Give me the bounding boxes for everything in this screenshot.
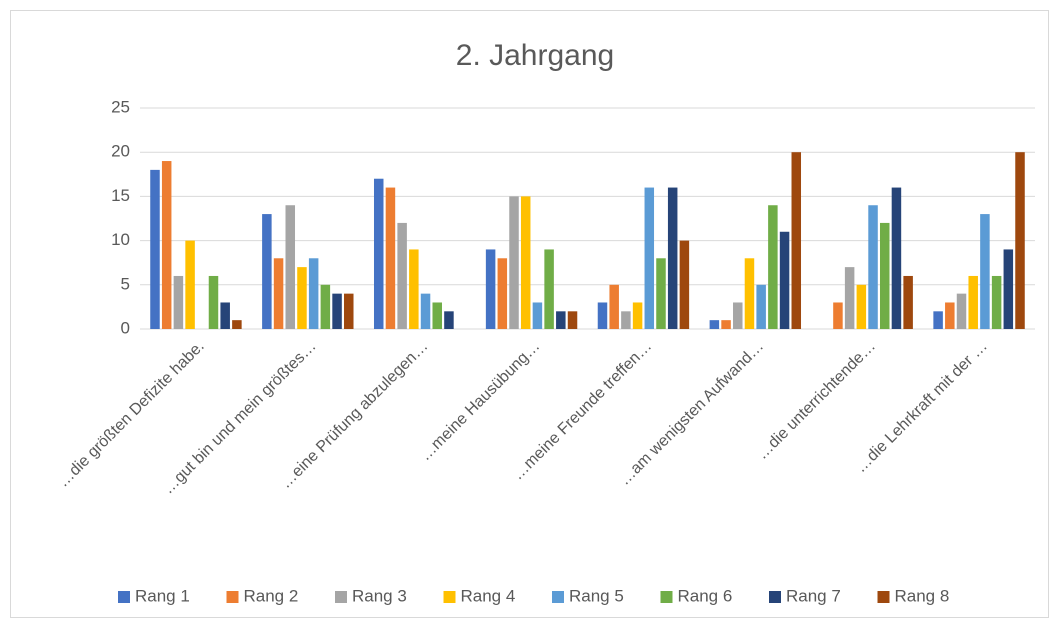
legend-label: Rang 8 bbox=[895, 586, 950, 605]
bar bbox=[232, 320, 242, 329]
bar bbox=[768, 205, 778, 329]
bar bbox=[756, 284, 766, 329]
bar bbox=[485, 249, 496, 329]
bar bbox=[520, 196, 531, 329]
legend-label: Rang 2 bbox=[244, 586, 299, 605]
bar bbox=[856, 284, 867, 329]
bar bbox=[868, 205, 878, 329]
bar bbox=[297, 267, 307, 329]
bar bbox=[621, 311, 631, 329]
bar bbox=[609, 284, 619, 329]
bar bbox=[432, 302, 442, 329]
bar bbox=[744, 258, 755, 329]
legend-label: Rang 3 bbox=[352, 586, 407, 605]
bar bbox=[385, 187, 396, 329]
bar bbox=[208, 275, 219, 329]
bar bbox=[721, 320, 731, 329]
chart-title: 2. Jahrgang bbox=[456, 39, 614, 72]
legend-label: Rang 4 bbox=[461, 586, 516, 605]
y-tick-label: 0 bbox=[121, 318, 130, 337]
bar bbox=[945, 302, 955, 329]
legend-label: Rang 7 bbox=[786, 586, 841, 605]
bar bbox=[150, 169, 160, 329]
bar bbox=[556, 311, 566, 329]
y-tick-label: 5 bbox=[121, 274, 130, 293]
bar bbox=[220, 302, 230, 329]
bar bbox=[667, 187, 678, 329]
bar bbox=[273, 258, 284, 329]
bar bbox=[173, 275, 184, 329]
bar bbox=[903, 275, 913, 329]
bar bbox=[544, 249, 554, 329]
bar bbox=[991, 275, 1002, 329]
y-tick-label: 25 bbox=[111, 97, 130, 116]
bar bbox=[567, 311, 578, 329]
bar bbox=[980, 214, 990, 329]
bar bbox=[320, 284, 331, 329]
bar bbox=[373, 178, 384, 329]
legend-label: Rang 1 bbox=[135, 586, 190, 605]
bar bbox=[968, 275, 978, 329]
bar bbox=[397, 222, 407, 329]
y-tick-label: 20 bbox=[111, 142, 130, 161]
legend-swatch bbox=[335, 591, 347, 603]
bar bbox=[262, 214, 272, 329]
bar bbox=[956, 293, 967, 329]
bar bbox=[344, 293, 354, 329]
legend-swatch bbox=[660, 591, 673, 603]
bar bbox=[844, 267, 855, 329]
bar bbox=[709, 320, 720, 329]
bar bbox=[332, 293, 342, 329]
legend-label: Rang 5 bbox=[569, 586, 624, 605]
bar bbox=[1015, 152, 1025, 329]
bar bbox=[420, 293, 431, 329]
y-tick-label: 15 bbox=[111, 186, 130, 205]
bar bbox=[409, 249, 419, 329]
bar bbox=[497, 258, 508, 329]
bar bbox=[161, 161, 172, 329]
bar bbox=[532, 302, 543, 329]
bar bbox=[656, 258, 666, 329]
bar bbox=[1003, 249, 1014, 329]
legend-swatch bbox=[552, 591, 564, 603]
bar bbox=[509, 196, 519, 329]
bar bbox=[779, 231, 790, 329]
bar bbox=[644, 187, 655, 329]
bar bbox=[285, 205, 296, 329]
bar bbox=[791, 152, 802, 329]
bar bbox=[597, 302, 608, 329]
legend-swatch bbox=[226, 591, 239, 603]
bar bbox=[891, 187, 902, 329]
bar bbox=[185, 240, 195, 329]
bar bbox=[308, 258, 319, 329]
bar bbox=[933, 311, 943, 329]
bar bbox=[679, 240, 690, 329]
bar bbox=[733, 302, 743, 329]
bar bbox=[444, 311, 454, 329]
bar bbox=[879, 222, 890, 329]
legend-label: Rang 6 bbox=[678, 586, 733, 605]
legend-swatch bbox=[443, 591, 456, 603]
legend-swatch bbox=[769, 591, 781, 603]
legend-swatch bbox=[118, 591, 130, 603]
bar bbox=[833, 302, 843, 329]
legend-swatch bbox=[877, 591, 890, 603]
y-tick-label: 10 bbox=[111, 230, 130, 249]
bar bbox=[632, 302, 643, 329]
